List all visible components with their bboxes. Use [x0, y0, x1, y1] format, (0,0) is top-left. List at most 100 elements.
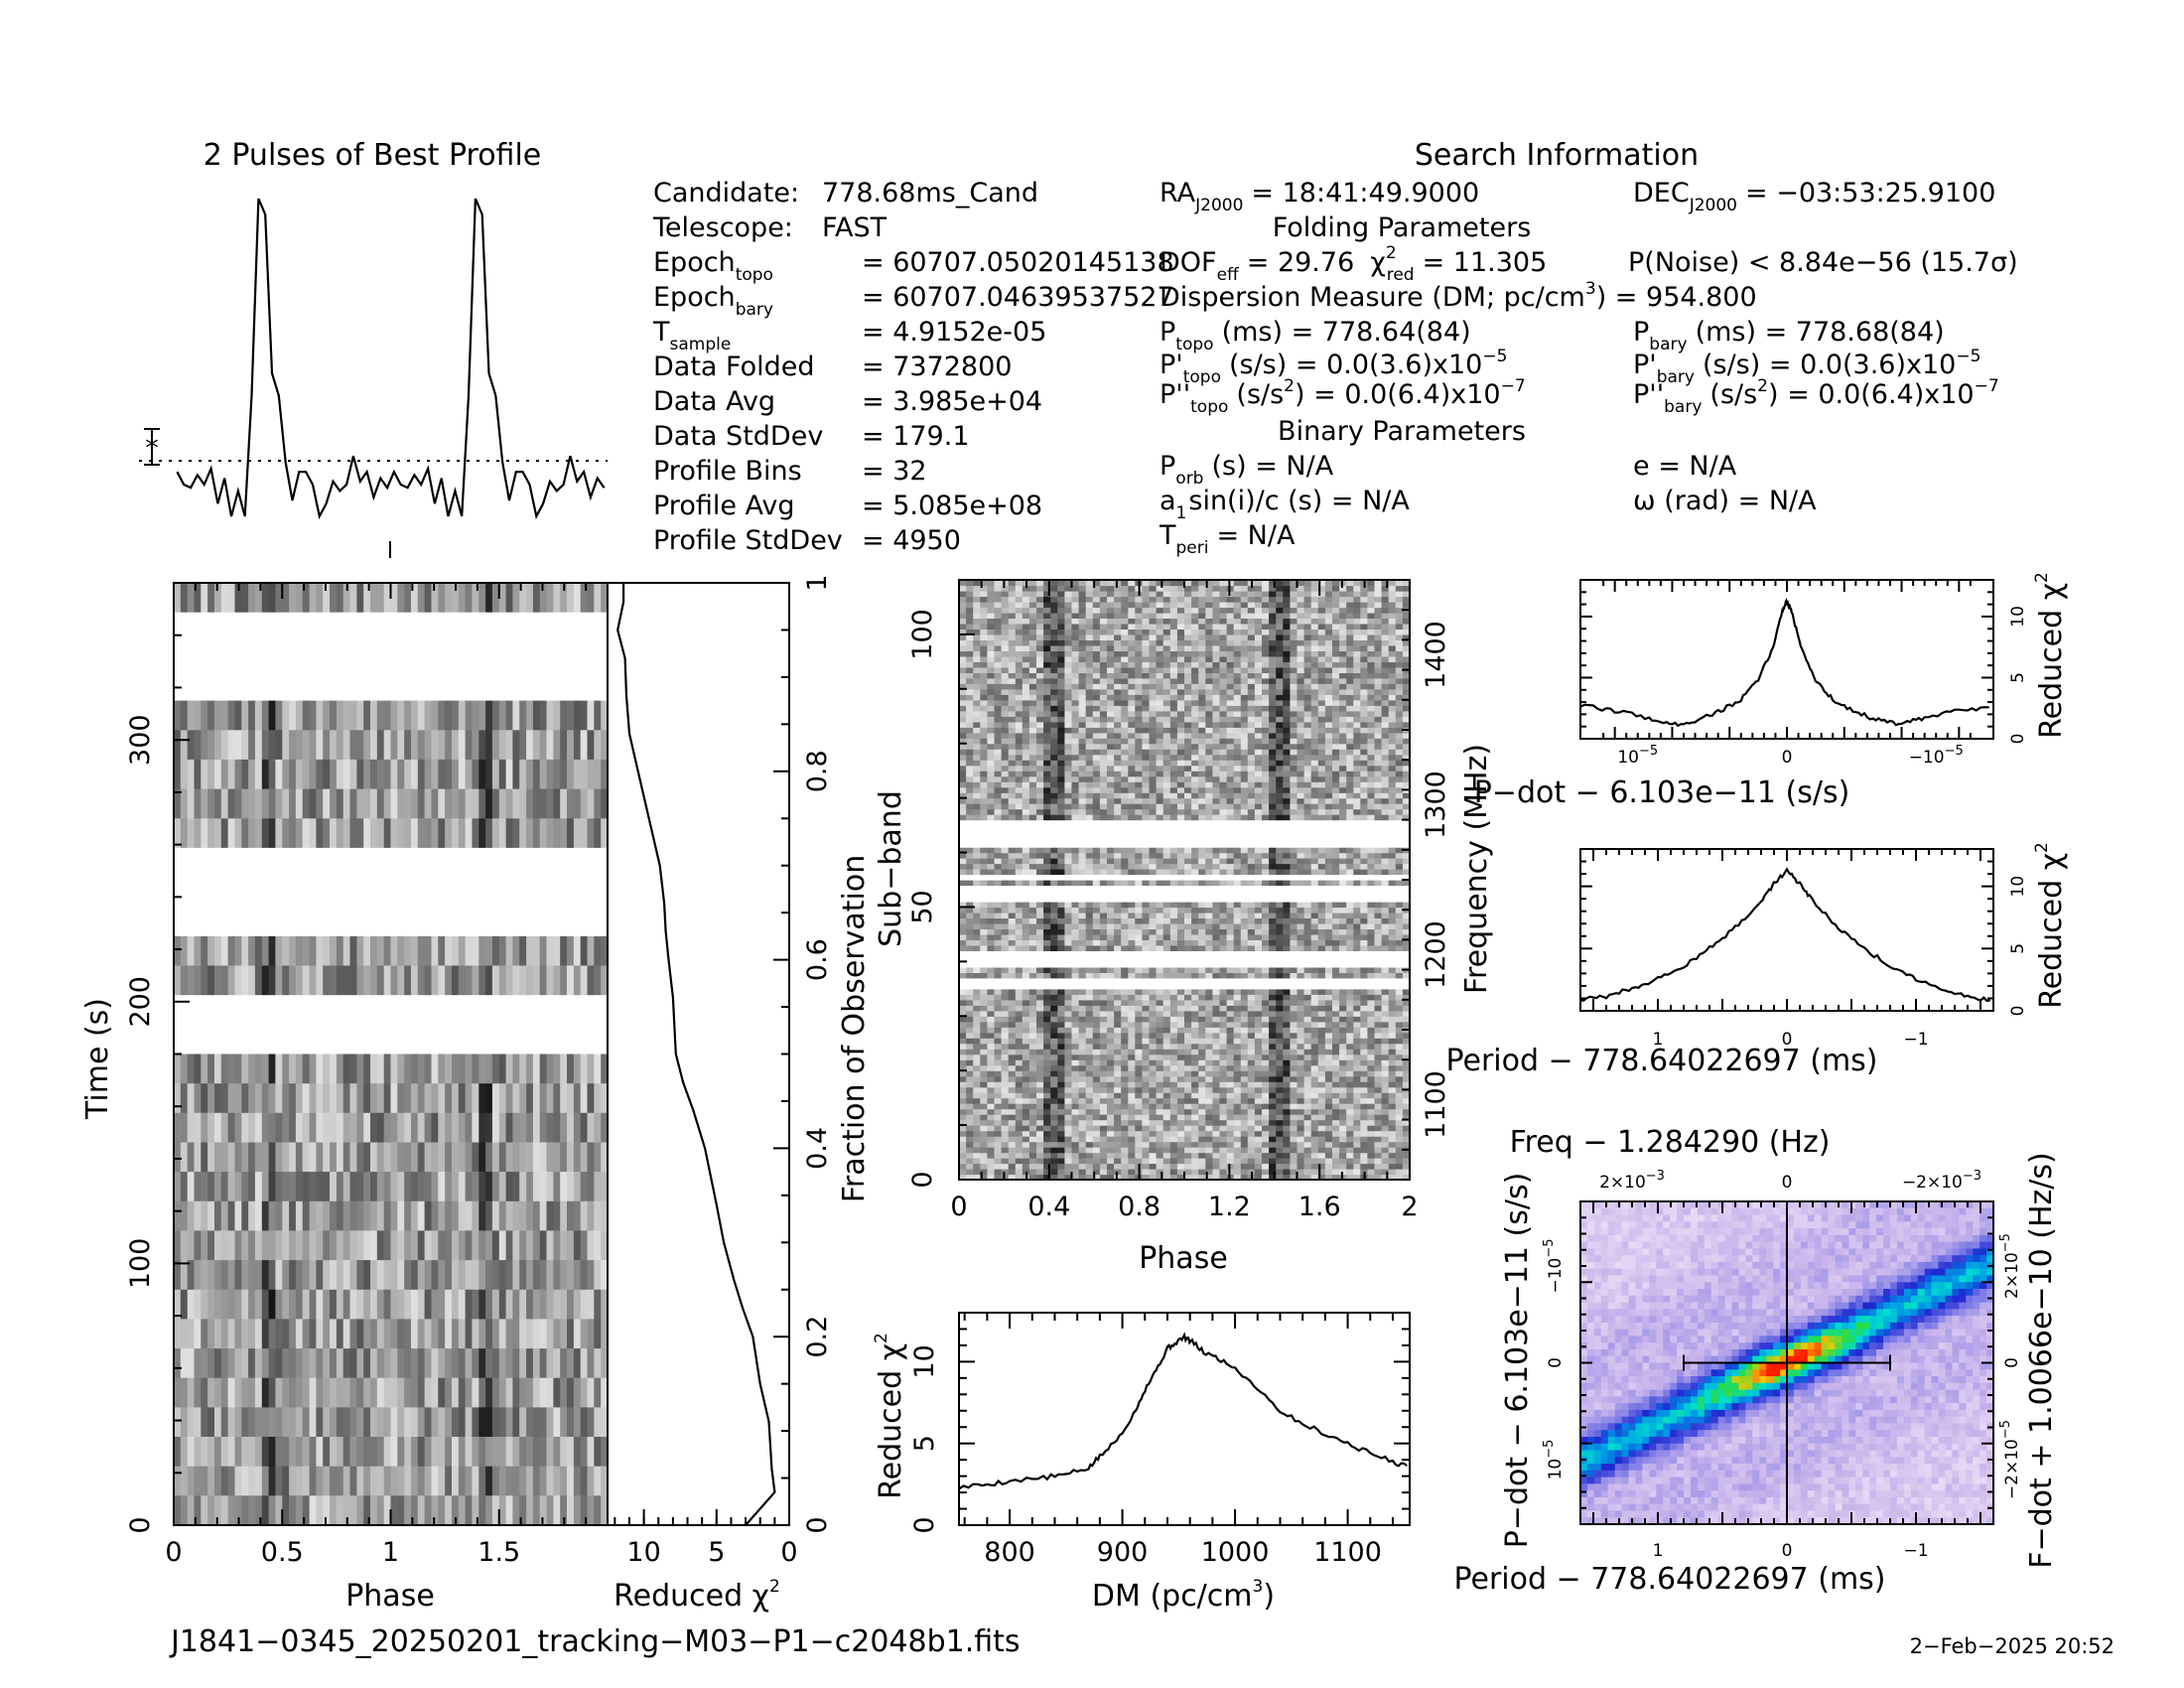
- subband-cell: [973, 1125, 981, 1132]
- subband-cell: [1262, 1125, 1270, 1132]
- time-phase-cell: [539, 1083, 548, 1114]
- time-phase-cell: [302, 1230, 311, 1261]
- time-phase-cell: [553, 1319, 561, 1349]
- time-phase-cell: [234, 907, 242, 937]
- time-phase-cell: [458, 641, 467, 672]
- subband-cell: [1269, 1027, 1277, 1034]
- time-phase-cell: [390, 995, 398, 1026]
- time-phase-cell: [241, 1495, 249, 1526]
- time-phase-cell: [220, 877, 229, 908]
- subband-cell: [1402, 1097, 1411, 1104]
- time-phase-cell: [254, 1495, 263, 1526]
- subband-cell: [1028, 1043, 1037, 1050]
- subband-cell: [1001, 1075, 1010, 1082]
- time-phase-cell: [411, 1142, 419, 1173]
- subband-cell: [1219, 994, 1228, 1001]
- subband-cell: [959, 1043, 967, 1050]
- subband-cell: [1099, 1070, 1108, 1077]
- subband-cell: [994, 1070, 1003, 1077]
- time-phase-cell: [452, 700, 460, 731]
- subband-cell: [1176, 961, 1185, 968]
- time-phase-cell: [363, 1142, 371, 1173]
- time-phase-cell: [519, 1083, 527, 1114]
- time-phase-cell: [445, 1142, 453, 1173]
- time-phase-cell: [431, 1289, 439, 1321]
- time-phase-cell: [194, 935, 202, 967]
- subband-cell: [1121, 994, 1129, 1001]
- time-phase-cell: [254, 700, 263, 731]
- subband-cell: [1276, 966, 1284, 973]
- time-phase-cell: [397, 612, 405, 642]
- subband-cell: [1128, 1119, 1136, 1126]
- subband-cell: [987, 1097, 996, 1104]
- time-phase-cell: [546, 1495, 554, 1526]
- subband-cell: [1395, 1174, 1404, 1181]
- time-phase-cell: [302, 1437, 311, 1468]
- time-phase-cell: [261, 1200, 270, 1232]
- subband-cell: [1099, 1092, 1108, 1099]
- time-phase-cell: [309, 1495, 317, 1526]
- subband-cell: [1064, 1054, 1073, 1060]
- subband-cell: [1121, 1125, 1129, 1132]
- time-phase-cell: [268, 583, 276, 614]
- subband-cell: [1142, 966, 1151, 973]
- subband-cell: [1346, 1163, 1354, 1170]
- subband-cell: [1346, 1114, 1354, 1121]
- pddot-topo-rest: ) = 0.0(6.4)x10: [1295, 379, 1501, 410]
- subband-cell: [1226, 1092, 1235, 1099]
- time-phase-cell: [498, 1495, 507, 1526]
- time-phase-cell: [491, 1407, 500, 1438]
- subband-cell: [1297, 1108, 1305, 1115]
- subband-cell: [1262, 1059, 1270, 1066]
- time-phase-cell: [519, 1172, 527, 1202]
- time-phase-cell: [553, 583, 561, 614]
- subband-cell: [994, 1108, 1003, 1115]
- subband-cell: [1128, 1169, 1136, 1176]
- subband-cell: [1135, 977, 1143, 984]
- subband-cell: [1149, 955, 1158, 962]
- subband-cell: [1008, 1059, 1017, 1066]
- subband-cell: [1233, 1152, 1242, 1159]
- subband-cell: [1303, 1075, 1312, 1082]
- time-phase-cell: [289, 935, 297, 967]
- subband-cell: [1022, 994, 1030, 1001]
- time-phase-cell: [370, 788, 378, 819]
- time-phase-cell: [227, 1407, 235, 1438]
- subband-cell: [1107, 1158, 1115, 1165]
- time-phase-cell: [180, 1172, 189, 1202]
- subband-cell: [1015, 1119, 1024, 1126]
- time-phase-cell: [485, 583, 493, 614]
- time-phase-cell: [187, 935, 196, 967]
- time-phase-cell: [363, 1200, 371, 1232]
- subband-cell: [1008, 999, 1017, 1006]
- time-phase-cell: [336, 730, 344, 761]
- subband-cell: [980, 1081, 988, 1088]
- subband-cell: [1332, 1158, 1340, 1165]
- time-phase-cell: [370, 1319, 378, 1349]
- time-phase-cell: [553, 1112, 561, 1144]
- time-phase-cell: [187, 759, 196, 790]
- time-phase-cell: [254, 1260, 263, 1291]
- subband-cell: [1219, 1141, 1228, 1148]
- time-phase-cell: [376, 935, 385, 967]
- subband-cell: [1107, 1016, 1115, 1023]
- time-phase-cell: [309, 1437, 317, 1468]
- time-phase-cell: [546, 935, 554, 967]
- subband-cell: [1135, 1027, 1143, 1034]
- subband-cell: [1135, 1043, 1143, 1050]
- subband-cell: [1346, 1108, 1354, 1115]
- time-phase-cell: [397, 935, 405, 967]
- time-phase-cell: [519, 788, 527, 819]
- subband-cell: [1043, 988, 1051, 995]
- subband-cell: [1374, 1038, 1383, 1045]
- time-phase-cell: [458, 1407, 467, 1438]
- subband-cell: [1339, 1005, 1347, 1012]
- subband-cell: [1297, 1081, 1305, 1088]
- subband-cell: [1036, 1016, 1044, 1023]
- subband-cell: [1269, 994, 1277, 1001]
- time-phase-cell: [289, 877, 297, 908]
- time-phase-cell: [180, 1142, 189, 1173]
- subband-cell: [1219, 1086, 1228, 1093]
- time-chi2-y2-tick-label: 0: [802, 1516, 833, 1533]
- time-phase-cell: [174, 700, 182, 731]
